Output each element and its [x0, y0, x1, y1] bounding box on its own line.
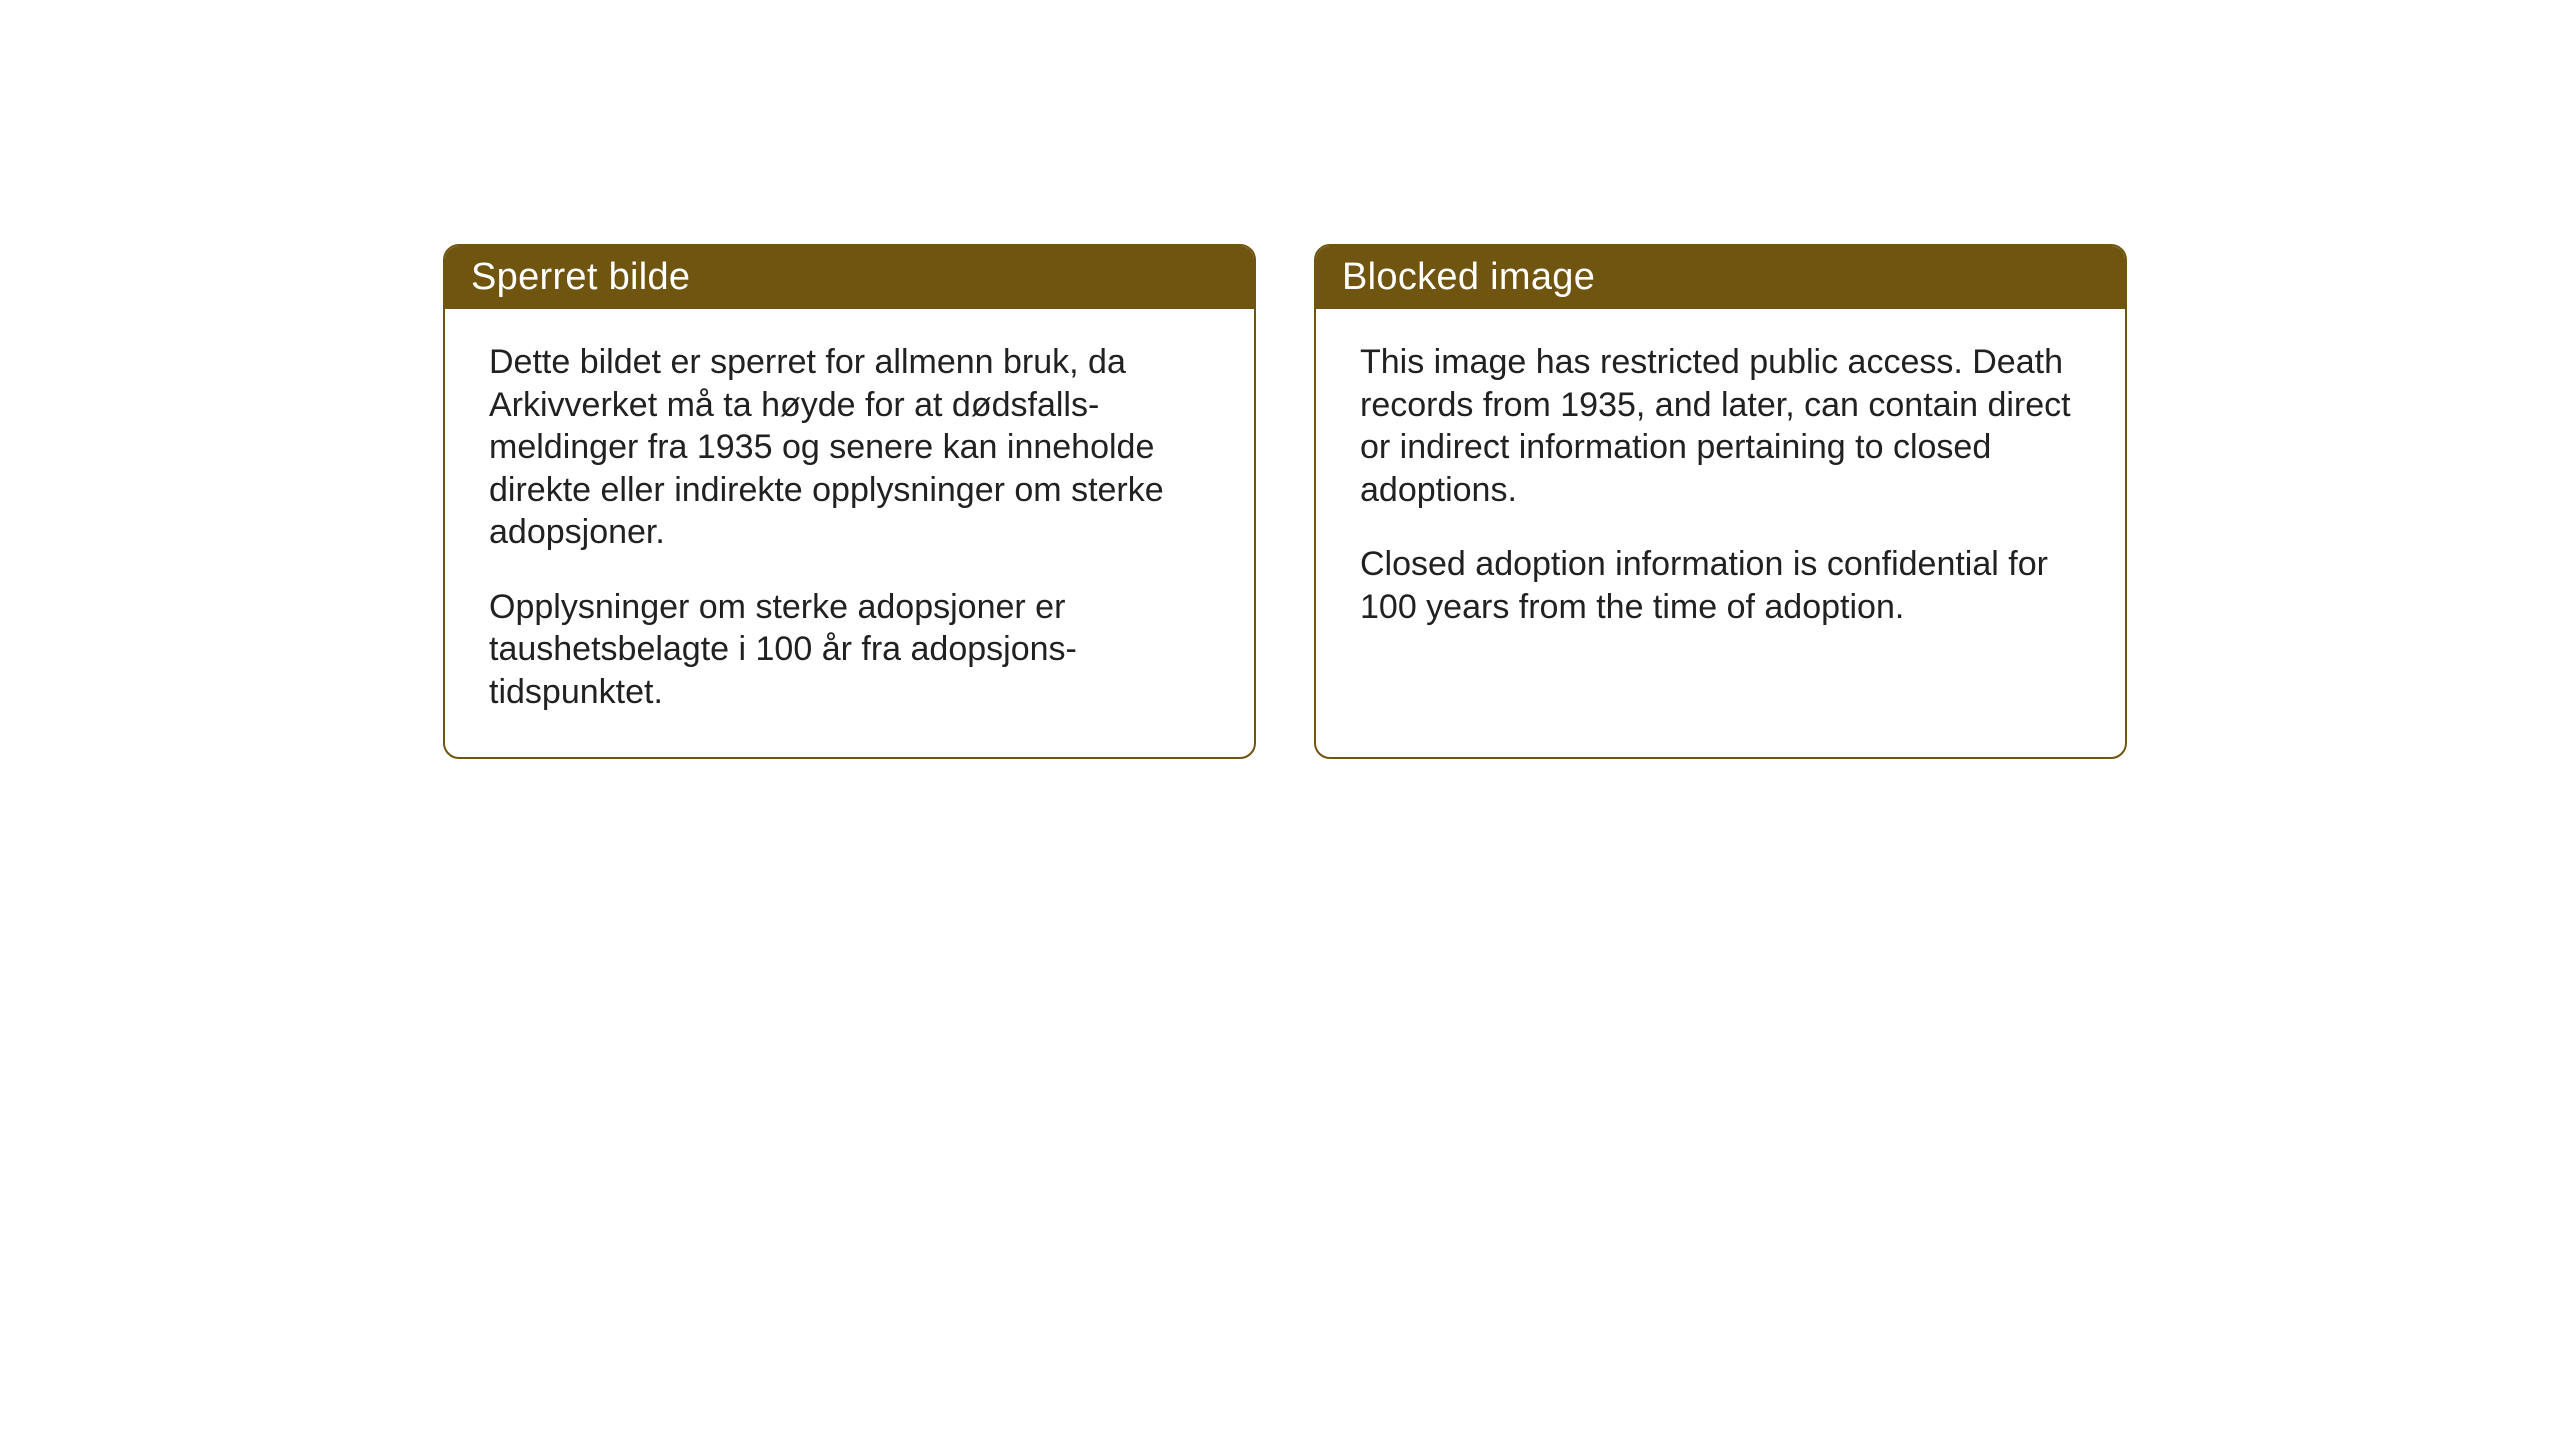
message-body-english: This image has restricted public access.…: [1316, 309, 2125, 672]
message-para-1-english: This image has restricted public access.…: [1360, 341, 2081, 511]
message-box-english: Blocked image This image has restricted …: [1314, 244, 2127, 759]
message-para-2-english: Closed adoption information is confident…: [1360, 543, 2081, 628]
message-container: Sperret bilde Dette bildet er sperret fo…: [443, 244, 2127, 759]
message-body-norwegian: Dette bildet er sperret for allmenn bruk…: [445, 309, 1254, 757]
message-header-english: Blocked image: [1316, 246, 2125, 309]
message-header-norwegian: Sperret bilde: [445, 246, 1254, 309]
message-para-1-norwegian: Dette bildet er sperret for allmenn bruk…: [489, 341, 1210, 554]
message-box-norwegian: Sperret bilde Dette bildet er sperret fo…: [443, 244, 1256, 759]
message-para-2-norwegian: Opplysninger om sterke adopsjoner er tau…: [489, 586, 1210, 714]
